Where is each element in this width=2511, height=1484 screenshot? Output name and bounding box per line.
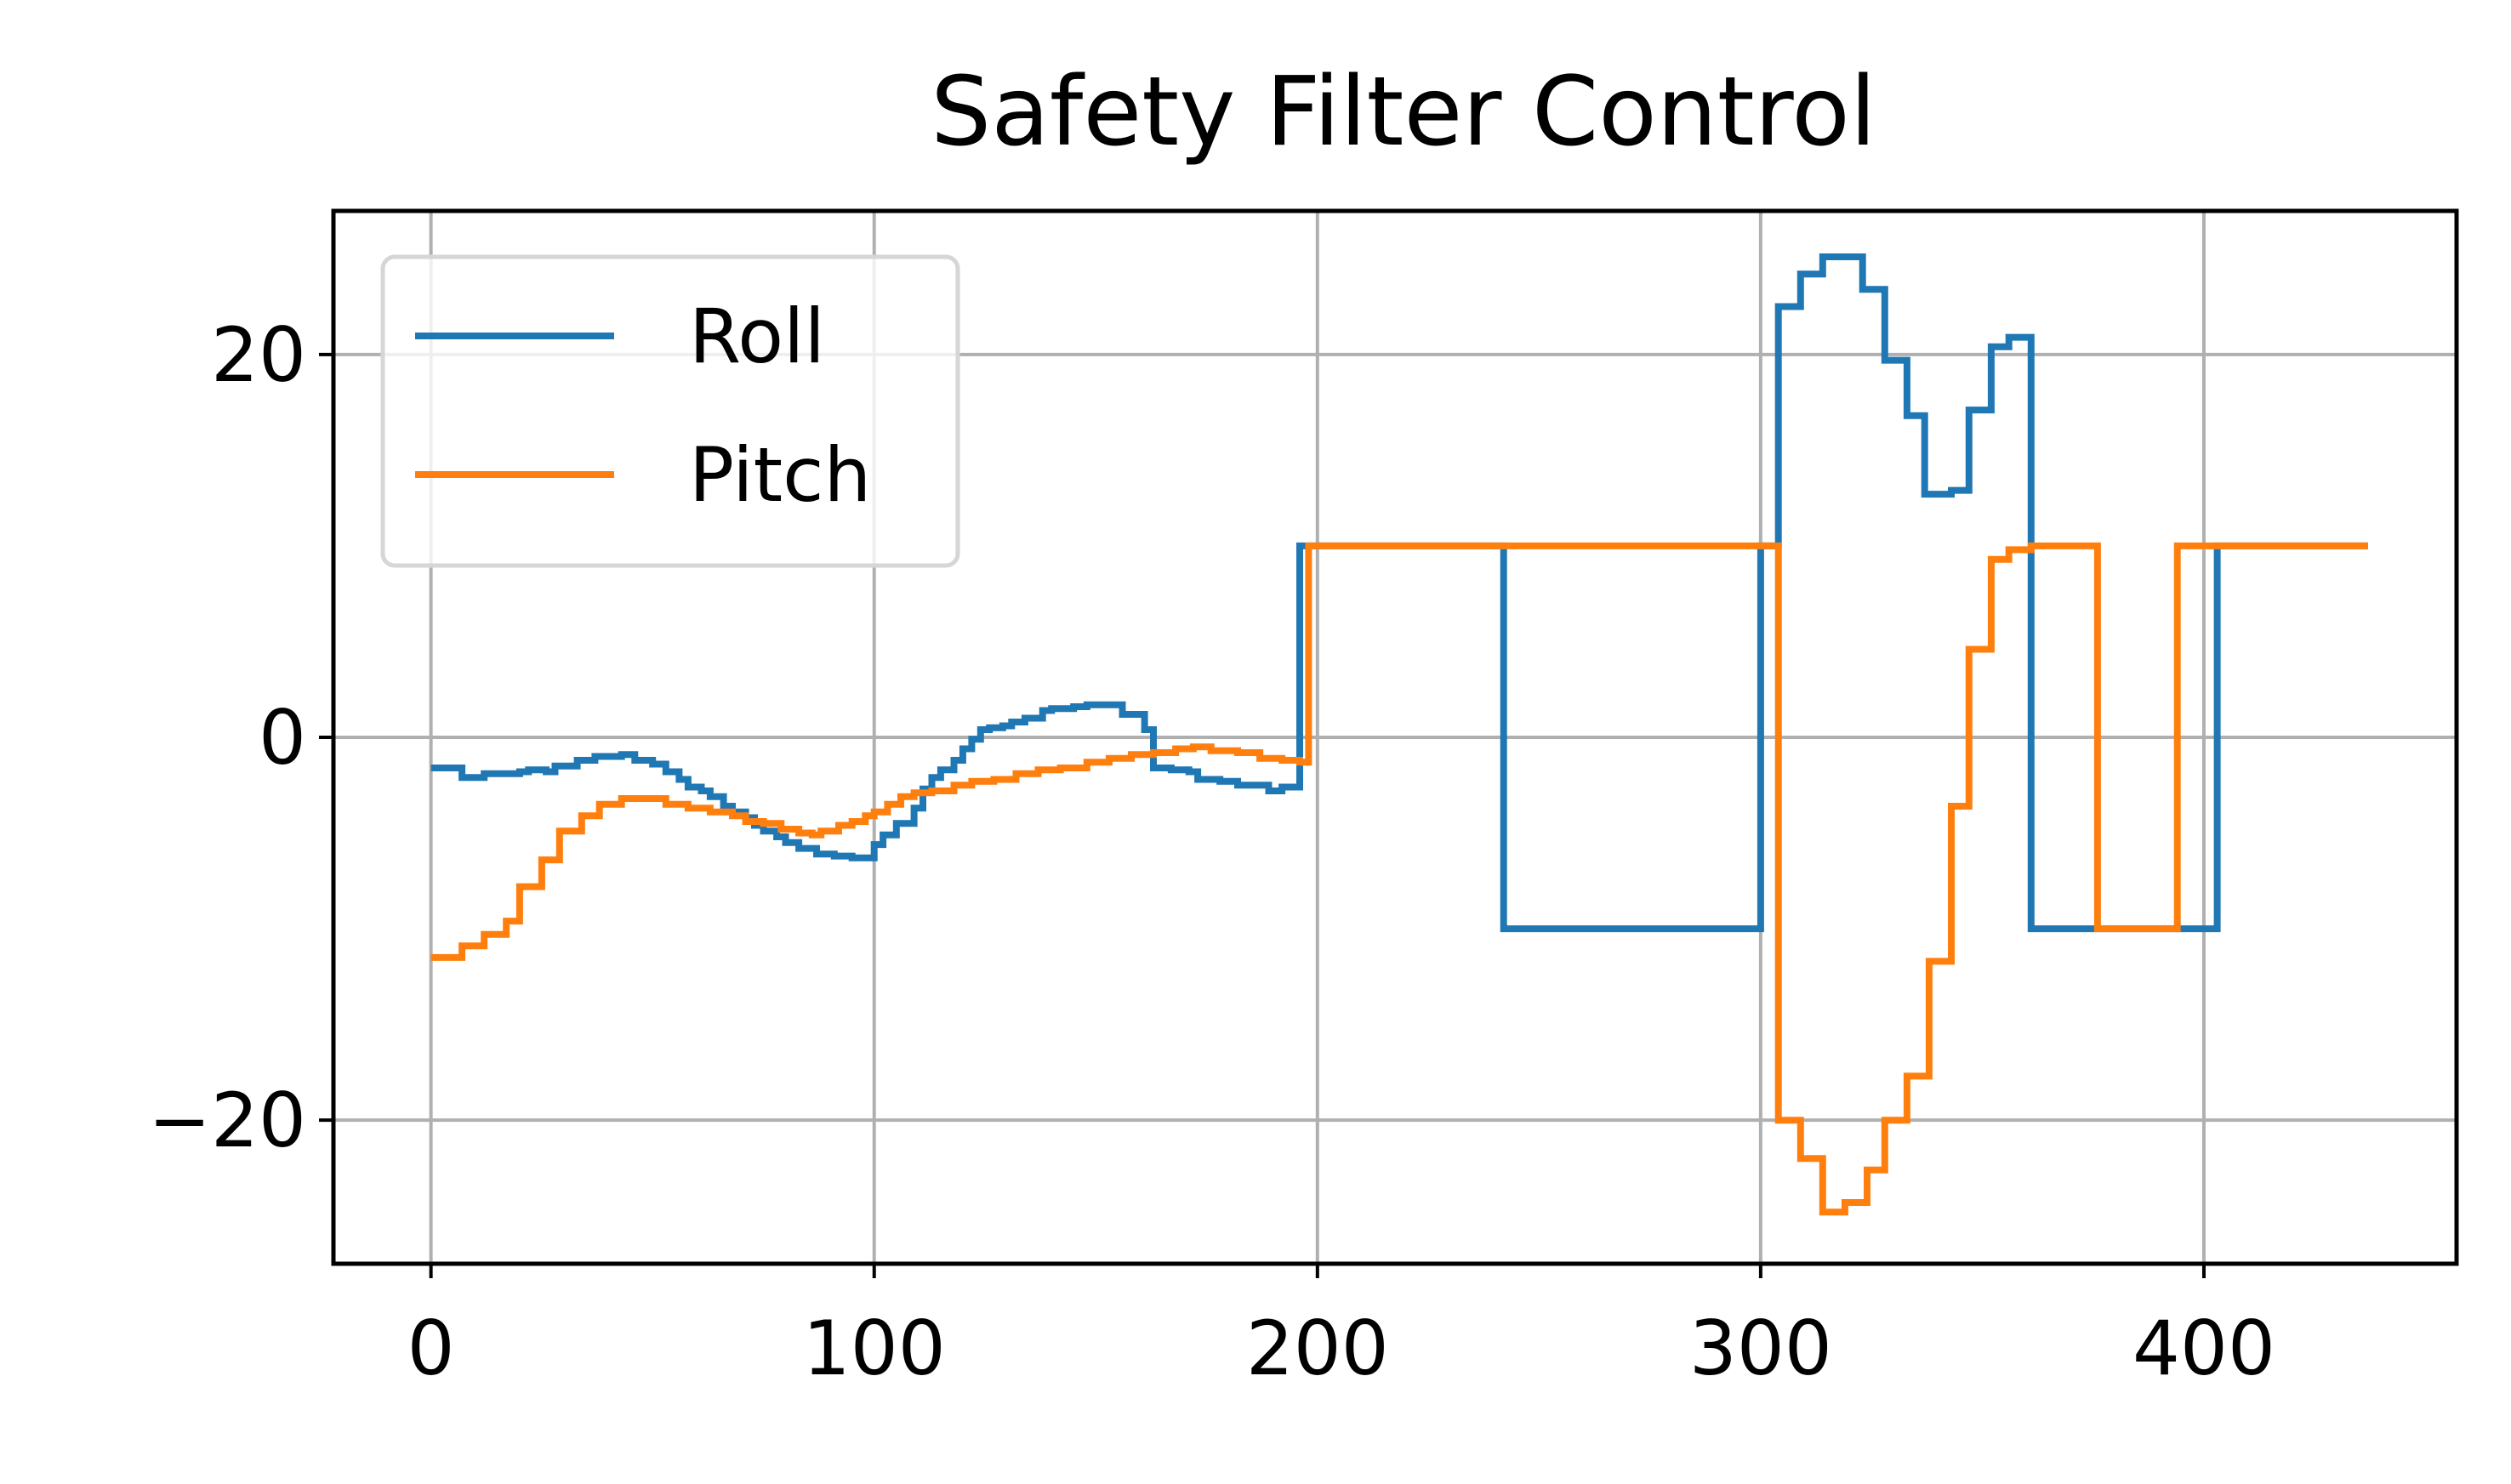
series-line-roll	[430, 253, 2368, 933]
legend-box	[380, 254, 960, 568]
legend-label-roll: Roll	[689, 293, 825, 380]
chart-title: Safety Filter Control	[931, 57, 1876, 168]
series-layer	[430, 253, 2368, 1216]
x-tick-label: 200	[1246, 1305, 1389, 1392]
axis-ticks: 0 100 200 300 400 −20 0 20	[148, 311, 2275, 1392]
x-tick-label: 300	[1689, 1305, 1832, 1392]
legend-label-pitch: Pitch	[689, 431, 871, 519]
legend: Roll Pitch	[380, 254, 960, 568]
y-tick-label: −20	[148, 1077, 306, 1164]
y-tick-label: 20	[211, 311, 306, 399]
x-tick-label: 0	[407, 1305, 455, 1392]
x-tick-label: 400	[2132, 1305, 2275, 1392]
y-tick-label: 0	[259, 694, 306, 782]
x-tick-label: 100	[803, 1305, 946, 1392]
series-line-pitch	[430, 542, 2368, 1216]
